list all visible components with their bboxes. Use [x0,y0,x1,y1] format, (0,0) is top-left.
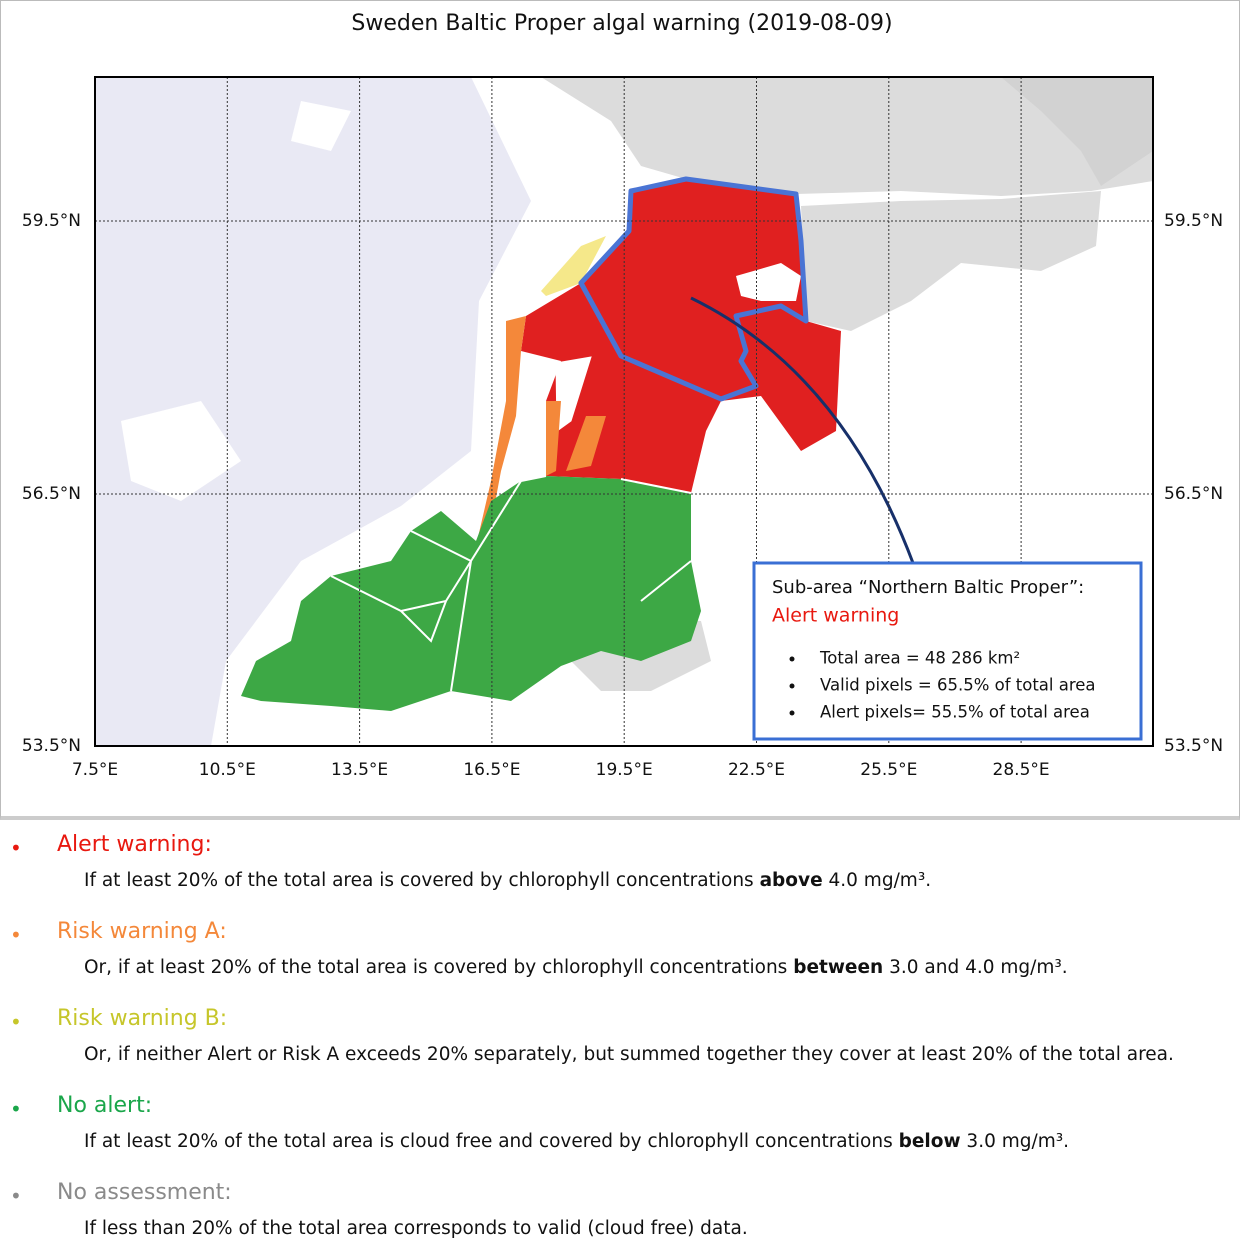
description-part: Or, if at least 20% of the total area is… [84,957,794,978]
lon-label: 22.5°E [728,760,785,780]
legend-name: No alert: [57,1093,153,1118]
description-part: between [793,957,884,978]
description-part: If less than 20% of the total area corre… [84,1218,748,1239]
legend-name: No assessment: [57,1180,232,1205]
map-title: Sweden Baltic Proper algal warning (2019… [351,11,892,36]
bullet-dot [789,656,795,662]
callout-bullet: Total area = 48 286 km² [819,649,1020,668]
lat-label-left: 56.5°N [22,484,81,504]
legend-description: If less than 20% of the total area corre… [84,1218,748,1239]
lat-label-left: 59.5°N [22,211,81,231]
callout-bullet: Valid pixels = 65.5% of total area [820,676,1096,695]
lat-label-right: 56.5°N [1164,484,1223,504]
legend-bullet: • [10,1097,22,1121]
legend-bullet: • [10,1010,22,1034]
lon-label: 28.5°E [993,760,1050,780]
description-part: Or, if neither Alert or Risk A exceeds 2… [84,1044,1174,1065]
lon-label: 13.5°E [331,760,388,780]
description-part: 3.0 and 4.0 mg/m³. [883,957,1068,978]
description-part: below [898,1131,961,1152]
legend-description: Or, if neither Alert or Risk A exceeds 2… [84,1044,1174,1065]
callout-status: Alert warning [772,605,899,627]
lat-label-left: 53.5°N [22,736,81,756]
legend-name: Risk warning B: [57,1006,228,1031]
bullet-dot [789,710,795,716]
lon-label: 25.5°E [860,760,917,780]
description-part: If at least 20% of the total area is clo… [84,1131,899,1152]
map-panel: Sweden Baltic Proper algal warning (2019… [0,0,1240,820]
map: Sweden Baltic Proper algal warning (2019… [22,11,1223,780]
legend: • Alert warning: If at least 20% of the to… [0,826,1242,1242]
legend-description: Or, if at least 20% of the total area is… [84,957,1068,978]
legend-bullet: • [10,1184,22,1208]
lat-label-right: 59.5°N [1164,211,1223,231]
legend-bullet: • [10,836,22,860]
description-part: 4.0 mg/m³. [822,870,932,891]
callout: Sub-area “Northern Baltic Proper”: Alert… [752,561,1143,741]
lon-label: 10.5°E [199,760,256,780]
legend-description: If at least 20% of the total area is clo… [84,1131,1069,1152]
legend-description: If at least 20% of the total area is cov… [84,870,931,891]
lon-label: 7.5°E [72,760,118,780]
bullet-dot [789,683,795,689]
callout-heading: Sub-area “Northern Baltic Proper”: [772,577,1084,598]
callout-bullets: Total area = 48 286 km² Valid pixels = 65… [789,649,1096,722]
lon-label: 16.5°E [463,760,520,780]
description-part: above [759,870,823,891]
description-part: 3.0 mg/m³. [960,1131,1070,1152]
legend-name: Risk warning A: [57,919,227,944]
legend-bullet: • [10,923,22,947]
description-part: If at least 20% of the total area is cov… [84,870,760,891]
lon-label: 19.5°E [596,760,653,780]
lat-label-right: 53.5°N [1164,736,1223,756]
legend-name: Alert warning: [57,832,212,857]
callout-bullet: Alert pixels= 55.5% of total area [820,703,1090,722]
